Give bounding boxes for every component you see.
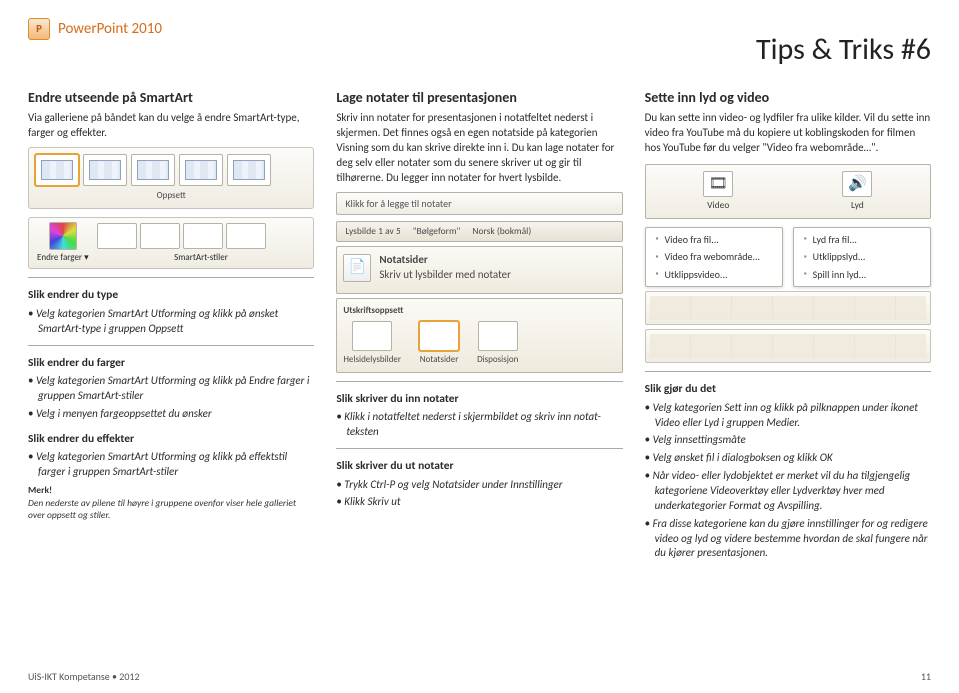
style-thumb[interactable] — [183, 223, 223, 249]
footer: UiS-IKT Kompetanse • 2012 11 — [28, 670, 931, 684]
media-dropdowns: Video fra fil... Video fra webområde... … — [645, 227, 931, 288]
video-label: Video — [707, 199, 729, 212]
layout-thumb[interactable] — [35, 154, 79, 186]
layout-thumb[interactable] — [83, 154, 127, 186]
bullet: Velg i menyen fargeoppsettet du ønsker — [28, 407, 314, 422]
bullet: Velg kategorien Sett inn og klikk på pil… — [645, 401, 931, 431]
product-name: PowerPoint 2010 — [58, 19, 162, 39]
menu-item[interactable]: Video fra fil... — [646, 231, 782, 249]
divider — [336, 448, 622, 449]
smartart-layout-gallery: Oppsett — [28, 147, 314, 209]
layout-thumb[interactable] — [179, 154, 223, 186]
video-tools-ribbon — [645, 291, 931, 325]
tool-ribbons-preview — [645, 291, 931, 363]
column-notes: Lage notater til presentasjonen Skriv in… — [336, 89, 622, 566]
bullet: Klikk i notatfeltet nederst i skjermbild… — [336, 410, 622, 440]
intro-notes: Skriv inn notater for presentasjonen i n… — [336, 111, 622, 185]
ribbon-title: Notatsider — [379, 253, 511, 268]
h-write-in: Slik skriver du inn notater — [336, 392, 622, 408]
status-slide: Lysbilde 1 av 5 — [345, 225, 400, 238]
h-how: Slik gjør du det — [645, 382, 931, 398]
column-smartart: Endre utseende på SmartArt Via gallerien… — [28, 89, 314, 566]
layout-caption: Oppsett — [35, 190, 307, 202]
change-colors-label: Endre farger ▾ — [37, 252, 89, 264]
bullet: Fra disse kategoriene kan du gjøre innst… — [645, 517, 931, 562]
divider — [28, 345, 314, 346]
h-type: Slik endrer du type — [28, 288, 314, 304]
divider — [28, 277, 314, 278]
bullet: Klikk Skriv ut — [336, 495, 622, 510]
layout-thumb[interactable] — [131, 154, 175, 186]
notes-placeholder-bar[interactable]: Klikk for å legge til notater — [336, 192, 622, 216]
change-colors-button[interactable] — [49, 222, 77, 250]
h-colors: Slik endrer du farger — [28, 356, 314, 372]
layout-thumb[interactable] — [227, 154, 271, 186]
page-number: 11 — [921, 670, 931, 684]
audio-icon[interactable]: 🔊 — [842, 171, 872, 197]
status-bar: Lysbilde 1 av 5 "Bølgeform" Norsk (bokmå… — [336, 221, 622, 242]
menu-item[interactable]: Lyd fra fil... — [794, 231, 930, 249]
notes-pages-icon[interactable]: 📄 — [343, 254, 371, 282]
page: P PowerPoint 2010 Tips & Triks #6 Endre … — [0, 0, 959, 693]
bullet: Velg kategorien SmartArt Utforming og kl… — [28, 450, 314, 480]
bullet: Velg kategorien SmartArt Utforming og kl… — [28, 374, 314, 404]
columns: Endre utseende på SmartArt Via gallerien… — [28, 89, 931, 566]
styles-caption: SmartArt-stiler — [97, 252, 306, 264]
footnote: Merk! Den nederste av pilene til høyre i… — [28, 484, 314, 522]
h-write-out: Slik skriver du ut notater — [336, 459, 622, 475]
column-media: Sette inn lyd og video Du kan sette inn … — [645, 89, 931, 566]
divider — [645, 371, 931, 372]
h-smartart: Endre utseende på SmartArt — [28, 89, 314, 108]
menu-item[interactable]: Utklippsvideo... — [646, 266, 782, 284]
status-theme: "Bølgeform" — [413, 225, 461, 238]
h-notes: Lage notater til presentasjonen — [336, 89, 622, 108]
print-opt-notespages[interactable]: Notatsider — [419, 321, 459, 366]
bullet: Trykk Ctrl-P og velg Notatsider under In… — [336, 478, 622, 493]
bullet: Når video- eller lydobjektet er merket v… — [645, 469, 931, 514]
bullet: Velg ønsket fil i dialogboksen og klikk … — [645, 451, 931, 466]
status-lang: Norsk (bokmål) — [472, 225, 531, 238]
bullet: Velg innsettingsmåte — [645, 433, 931, 448]
ribbon-notes-pages: 📄 Notatsider Skriv ut lysbilder med nota… — [336, 246, 622, 294]
ribbon-print-layout: Utskriftsoppsett Helsidelysbilder Notats… — [336, 298, 622, 373]
h-effects: Slik endrer du effekter — [28, 432, 314, 448]
ribbon-sub: Skriv ut lysbilder med notater — [379, 268, 511, 283]
menu-item[interactable]: Utklippslyd... — [794, 248, 930, 266]
bullet: Velg kategorien SmartArt Utforming og kl… — [28, 307, 314, 337]
page-title: Tips & Triks #6 — [28, 30, 931, 71]
style-thumb[interactable] — [226, 223, 266, 249]
h-media: Sette inn lyd og video — [645, 89, 931, 108]
print-opt-fullslides[interactable]: Helsidelysbilder — [343, 321, 401, 366]
style-thumb[interactable] — [97, 223, 137, 249]
video-icon[interactable]: 🎞 — [703, 171, 733, 197]
video-menu: Video fra fil... Video fra webområde... … — [645, 227, 783, 288]
audio-tools-ribbon — [645, 329, 931, 363]
powerpoint-icon: P — [28, 18, 50, 40]
media-ribbon-group: 🎞 Video 🔊 Lyd — [645, 164, 931, 219]
print-opt-outline[interactable]: Disposisjon — [477, 321, 518, 366]
audio-label: Lyd — [851, 199, 864, 212]
menu-item[interactable]: Spill inn lyd... — [794, 266, 930, 284]
menu-item[interactable]: Video fra webområde... — [646, 248, 782, 266]
intro-media: Du kan sette inn video- og lydfiler fra … — [645, 111, 931, 156]
ribbon-title: Utskriftsoppsett — [343, 305, 615, 317]
style-thumb[interactable] — [140, 223, 180, 249]
smartart-styles-gallery: Endre farger ▾ SmartArt-stiler — [28, 217, 314, 269]
footer-left: UiS-IKT Kompetanse • 2012 — [28, 670, 140, 684]
divider — [336, 381, 622, 382]
intro-smartart: Via galleriene på båndet kan du velge å … — [28, 111, 314, 141]
audio-menu: Lyd fra fil... Utklippslyd... Spill inn … — [793, 227, 931, 288]
